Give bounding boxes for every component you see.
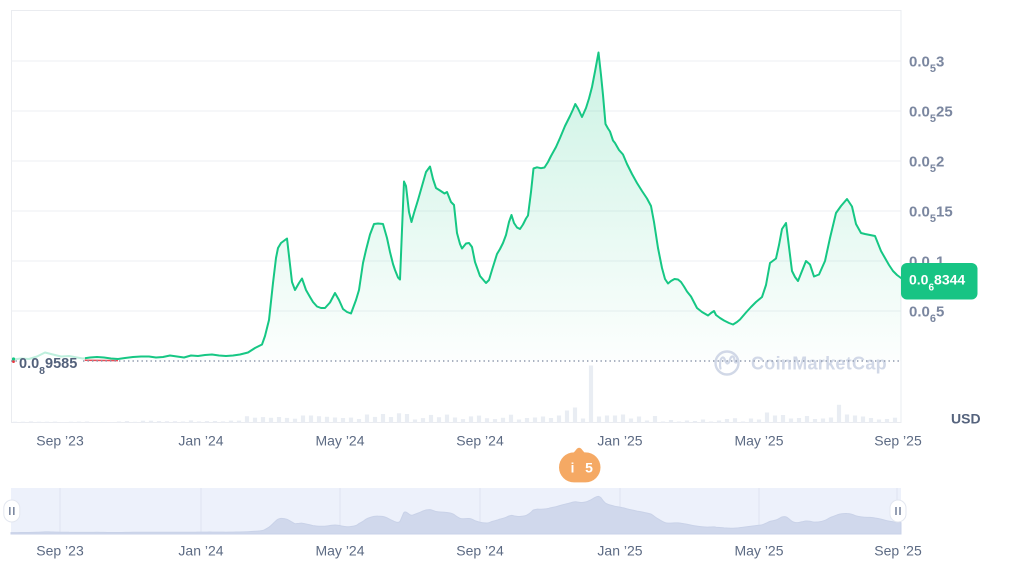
svg-text:0.065: 0.065 [909,303,944,325]
svg-text:Sep ’24: Sep ’24 [456,543,504,559]
svg-text:Sep ’24: Sep ’24 [456,433,504,449]
svg-text:Sep ’23: Sep ’23 [36,543,84,559]
svg-text:Jan ’25: Jan ’25 [597,433,642,449]
svg-text:May ’24: May ’24 [315,433,364,449]
svg-text:May ’25: May ’25 [734,433,783,449]
svg-text:0.0525: 0.0525 [909,103,953,125]
svg-text:0.0515: 0.0515 [909,203,953,225]
svg-text:Sep ’25: Sep ’25 [874,543,922,559]
svg-text:i: i [571,461,575,476]
svg-text:May ’25: May ’25 [734,543,783,559]
svg-text:0.053: 0.053 [909,53,944,75]
svg-text:CoinMarketCap: CoinMarketCap [751,354,887,374]
svg-text:Sep ’25: Sep ’25 [874,433,922,449]
svg-text:5: 5 [585,460,593,476]
svg-text:Jan ’24: Jan ’24 [178,543,223,559]
svg-text:0.089585: 0.089585 [19,356,77,377]
svg-text:Sep ’23: Sep ’23 [36,433,84,449]
svg-text:Jan ’25: Jan ’25 [597,543,642,559]
svg-text:Jan ’24: Jan ’24 [178,433,223,449]
svg-text:USD: USD [951,411,981,427]
svg-text:May ’24: May ’24 [315,543,364,559]
svg-text:0.052: 0.052 [909,153,944,175]
